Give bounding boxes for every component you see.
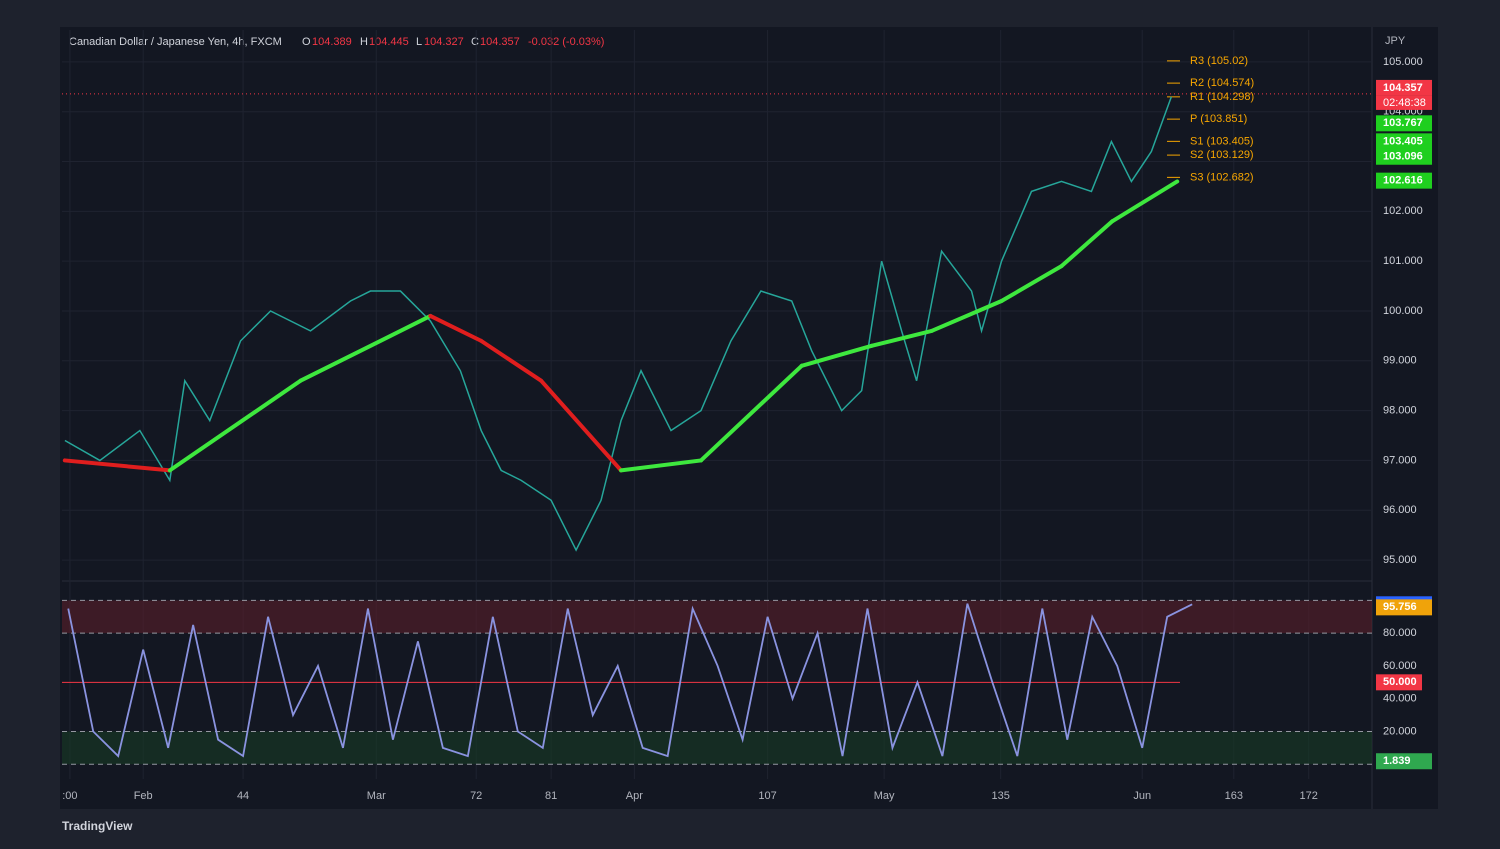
x-tick-label: May [874,790,895,802]
band [62,731,1372,765]
close: 104.357 [480,36,520,48]
y-tick-label: 40.000 [1383,693,1417,705]
ema-segment [298,313,433,383]
price-tag-label: 1.839 [1383,755,1411,767]
x-tick-label: Feb [134,790,153,802]
countdown: 02:48:38 [1383,97,1426,109]
price-tag-label: 102.616 [1383,175,1423,187]
pivot-label: S3 (102.682) [1190,171,1254,183]
price-tag-label: 103.767 [1383,117,1423,129]
y-tick-label: 97.000 [1383,454,1417,466]
ema-segment [929,299,1004,333]
price-tag [1376,599,1432,616]
x-tick-label: Apr [626,790,643,802]
y-tick-label: 100.000 [1383,305,1423,317]
symbol: Canadian Dollar / Japanese Yen, 4h, FXCM [69,36,282,48]
x-tick-label: Mar [367,790,386,802]
price-tag-label: 103.096 [1383,151,1423,163]
low-label: L [416,36,422,48]
y-tick-label: 99.000 [1383,355,1417,367]
y-tick-label: 95.000 [1383,554,1417,566]
oscillator-line [67,603,1193,758]
y-tick-label: 102.000 [1383,205,1423,217]
pivot-label: P (103.851) [1190,113,1247,125]
ema-segment [1059,219,1115,269]
midline-label: 50.000 [1383,676,1417,688]
x-tick-label: Jun [1133,790,1151,802]
ema-segment [539,378,624,473]
y-tick-label: 96.000 [1383,504,1417,516]
y-tick-label: 98.000 [1383,405,1417,417]
x-tick-label: 44 [237,790,249,802]
currency: JPY [1385,35,1406,47]
change: -0.032 (-0.03%) [528,36,604,48]
price-tag [1376,148,1432,165]
ema-segment [62,458,172,473]
price-line [64,96,1173,552]
ema-segment [698,363,804,463]
high: 104.445 [369,36,409,48]
price-tag [1376,115,1432,132]
x-tick-label: :00 [62,790,77,802]
open: 104.389 [312,36,352,48]
price-tag-label: 95.756 [1383,601,1417,613]
brand: TradingView [62,819,133,833]
y-tick-label: 60.000 [1383,660,1417,672]
x-tick-label: 81 [545,790,557,802]
price-tag [1376,79,1432,96]
ema-segment [479,338,544,383]
high-label: H [360,36,368,48]
x-tick-label: 163 [1225,790,1243,802]
open-label: O [302,36,311,48]
ema-segment [799,343,874,368]
ema-segment [428,313,484,343]
ema-segment [869,328,934,348]
y-tick-label: 80.000 [1383,627,1417,639]
price-tag [1376,133,1432,150]
pivot-label: R2 (104.574) [1190,77,1254,89]
ema-segment [167,378,303,473]
countdown-tag [1376,95,1432,110]
low: 104.327 [424,36,464,48]
close-label: C [471,36,479,48]
midline-tag [1376,674,1422,691]
price-tag-label: 104.357 [1383,82,1423,94]
price-tag [1376,172,1432,189]
ema-segment [619,458,703,473]
pivot-label: R3 (105.02) [1190,55,1248,67]
band [62,600,1372,634]
pivot-label: R1 (104.298) [1190,91,1254,103]
y-tick-label: 101.000 [1383,255,1423,267]
x-tick-label: 135 [992,790,1010,802]
y-tick-label: 105.000 [1383,56,1423,68]
price-tag [1376,753,1432,770]
x-tick-label: 172 [1300,790,1318,802]
ema-segment [999,264,1064,304]
x-tick-label: 107 [758,790,776,802]
header: Canadian Dollar / Japanese Yen, 4h, FXCM… [69,36,604,48]
pivot-label: S1 (103.405) [1190,135,1254,147]
x-tick-label: 72 [470,790,482,802]
y-tick-label: 20.000 [1383,725,1417,737]
ema-segment [1110,179,1180,224]
price-tag-label: 103.405 [1383,135,1423,147]
pivot-label: S2 (103.129) [1190,149,1254,161]
